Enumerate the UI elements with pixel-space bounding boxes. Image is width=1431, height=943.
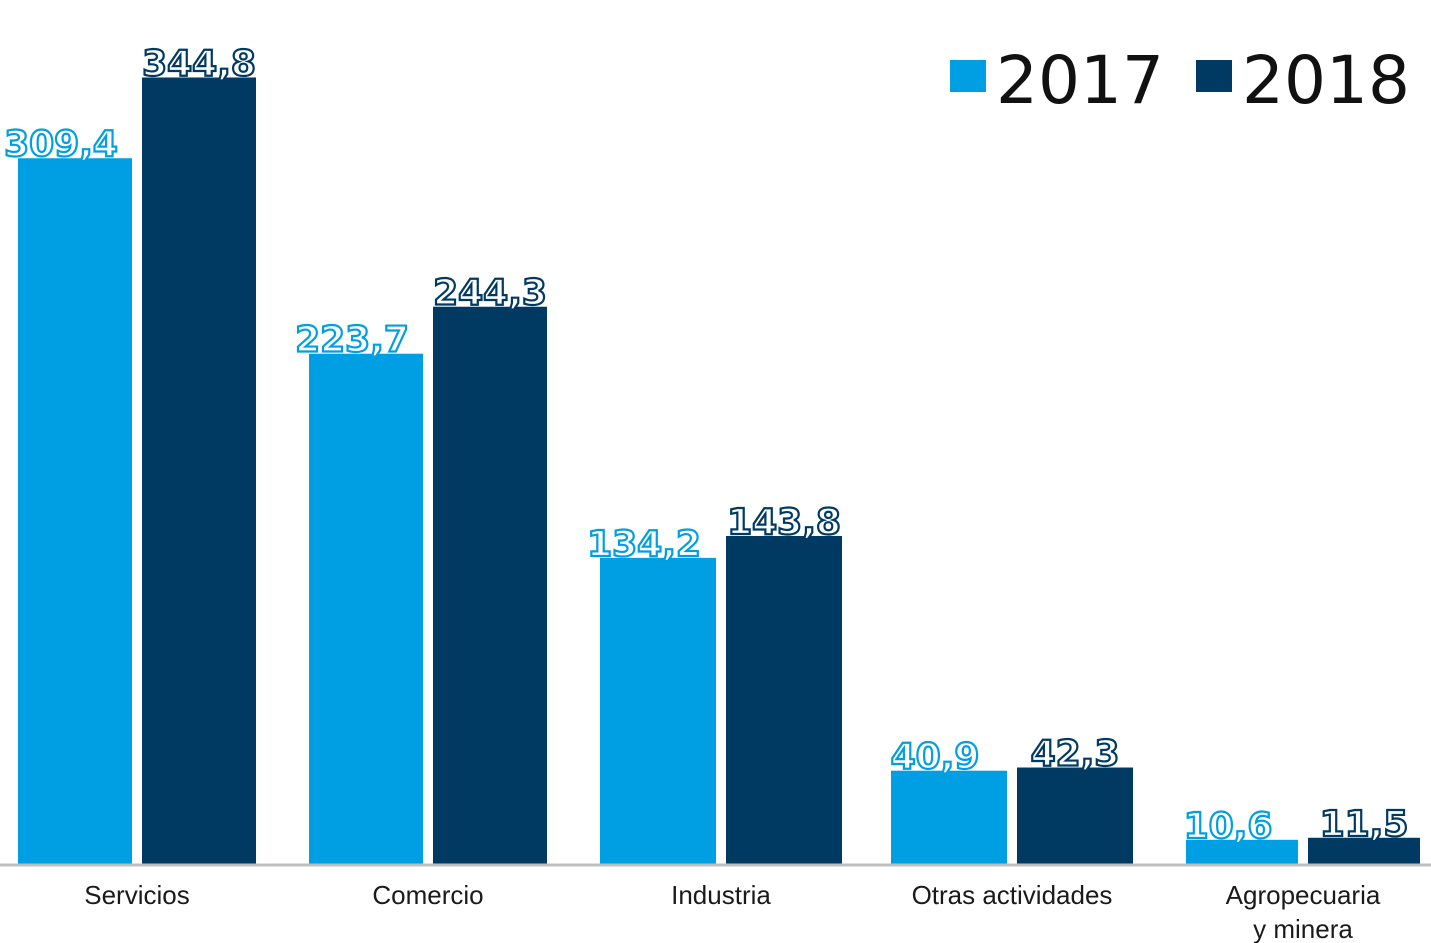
value-label-2017-1: 223,7: [295, 320, 409, 361]
bar-2018-2: [726, 536, 842, 864]
bar-2017-3: [891, 771, 1007, 864]
legend-label-2018: 2018: [1242, 42, 1410, 119]
category-label-0: Servicios: [84, 880, 189, 910]
value-label-2018-4: 11,5: [1320, 804, 1409, 845]
value-label-2017-4: 10,6: [1184, 806, 1273, 847]
legend-swatch-2017: [950, 60, 986, 92]
value-label-2018-3: 42,3: [1031, 734, 1120, 775]
category-label-3: Otras actividades: [912, 880, 1113, 910]
category-label-4-line-0: Agropecuaria: [1226, 880, 1381, 910]
value-label-2017-3: 40,9: [891, 737, 980, 778]
value-label-2018-2: 143,8: [727, 502, 841, 543]
category-label-2: Industria: [671, 880, 771, 910]
category-labels-layer: Servicios Comercio Industria Otras activida…: [84, 880, 1381, 943]
category-label-4-line-1: y minera: [1253, 914, 1353, 943]
bar-2018-0: [142, 77, 256, 864]
value-label-2017-2: 134,2: [587, 524, 701, 565]
legend-label-2017: 2017: [996, 42, 1164, 119]
value-label-2017-0: 309,4: [4, 124, 118, 165]
bar-2018-1: [433, 307, 547, 864]
value-label-2018-1: 244,3: [433, 273, 547, 314]
value-label-2018-0: 344,8: [142, 43, 256, 84]
category-label-1: Comercio: [372, 880, 483, 910]
bar-2017-1: [309, 354, 423, 864]
bar-2018-3: [1017, 768, 1133, 864]
bars-layer: [18, 77, 1420, 864]
bar-2017-2: [600, 558, 716, 864]
legend: 2017 2018: [950, 42, 1410, 119]
bar-2017-0: [18, 158, 132, 864]
legend-swatch-2018: [1196, 60, 1232, 92]
